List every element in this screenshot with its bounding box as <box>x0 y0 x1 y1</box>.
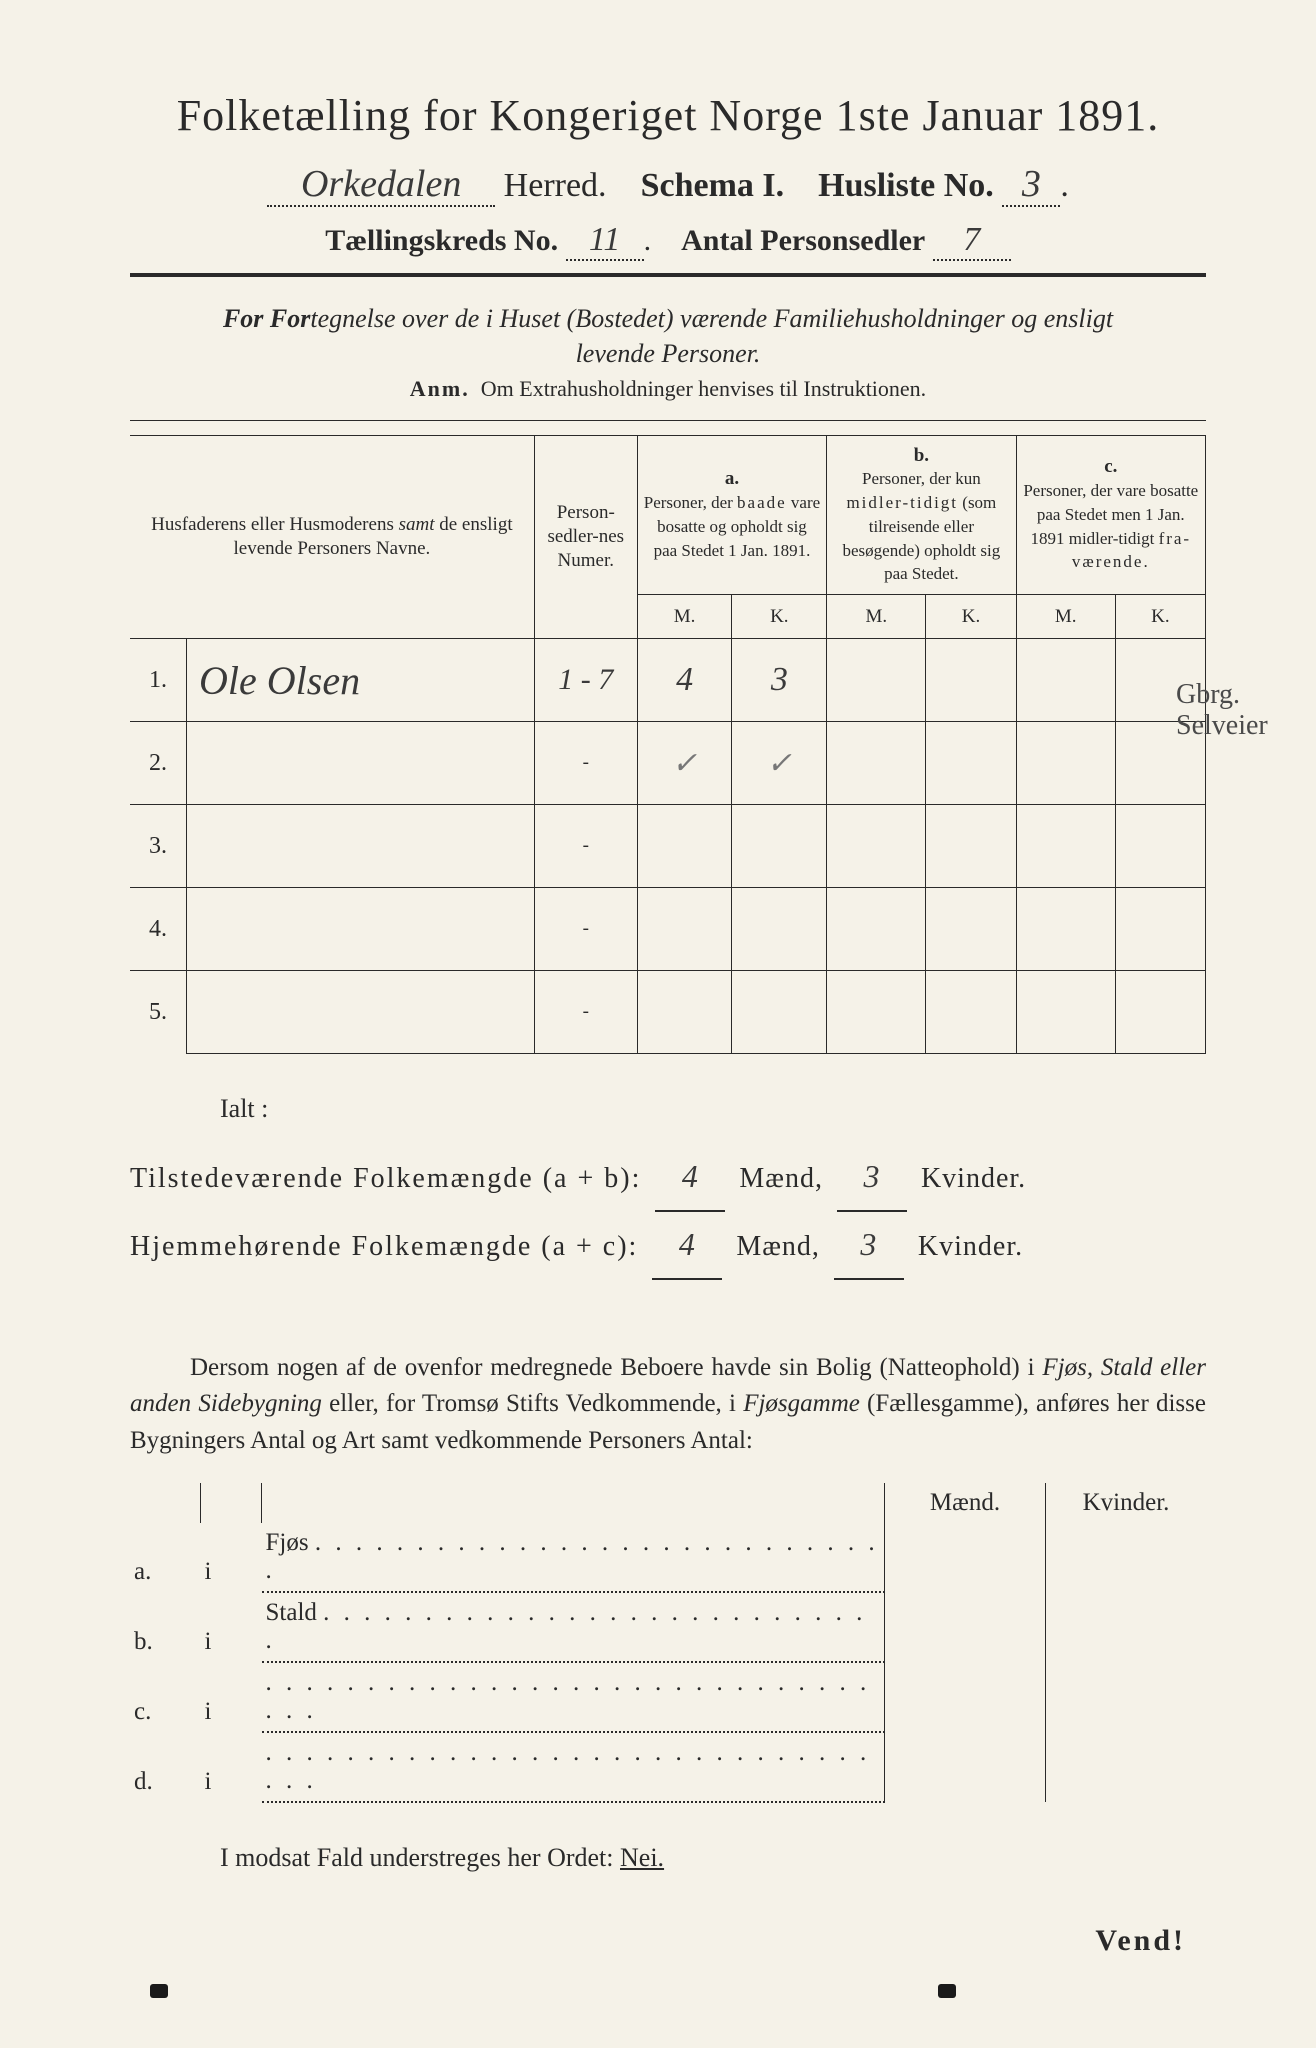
table-row: 5. - <box>130 971 1206 1054</box>
table-row: 1. Ole Olsen 1 - 7 4 3 <box>130 639 1206 722</box>
table-row: 3. - <box>130 805 1206 888</box>
subtitle-l2: levende Personer. <box>576 339 761 368</box>
margin-note: Gbrg. Selveier <box>1176 680 1296 742</box>
row1-name: Ole Olsen <box>187 639 535 722</box>
kreds-value: 11 <box>566 223 644 261</box>
herred-value: Orkedalen <box>267 165 495 207</box>
antal-value: 7 <box>933 223 1011 261</box>
schema-label: Schema I. <box>641 167 785 204</box>
ialt-label: Ialt : <box>220 1094 1206 1124</box>
kreds-label: Tællingskreds No. <box>325 224 558 257</box>
mk-head: Mænd. Kvinder. <box>130 1483 1206 1523</box>
census-form-page: Folketælling for Kongeriget Norge 1ste J… <box>0 0 1316 2048</box>
header-line-2: Orkedalen Herred. Schema I. Husliste No.… <box>130 159 1206 213</box>
table-row: 2. - ✓ ✓ <box>130 722 1206 805</box>
a-m: M. <box>637 595 732 639</box>
subtitle-l1: Fortegnelse over de i Huset (Bostedet) v… <box>270 304 1113 333</box>
vend-label: Vend! <box>1095 1924 1186 1958</box>
anm-text: Om Extrahusholdninger henvises til Instr… <box>481 376 926 401</box>
anm-label: Anm. <box>410 376 470 401</box>
totals-block: Tilstedeværende Folkemængde (a + b): 4 M… <box>130 1144 1206 1280</box>
mk-row: d. i . . . . . . . . . . . . . . . . . .… <box>130 1732 1206 1802</box>
b-m: M. <box>827 595 926 639</box>
mk-row: c. i . . . . . . . . . . . . . . . . . .… <box>130 1662 1206 1732</box>
paragraph: Dersom nogen af de ovenfor medregnede Be… <box>130 1350 1206 1459</box>
husliste-label: Husliste No. <box>818 167 994 204</box>
tot-ac-k: 3 <box>834 1212 904 1280</box>
table-row: 4. - <box>130 888 1206 971</box>
tot-ac-m: 4 <box>652 1212 722 1280</box>
page-title: Folketælling for Kongeriget Norge 1ste J… <box>130 90 1206 141</box>
herred-label: Herred. <box>504 167 607 204</box>
mk-kvinder: Kvinder. <box>1046 1483 1207 1523</box>
col-name: Husfaderens eller Husmoderens samt de en… <box>130 435 534 639</box>
mk-table: Mænd. Kvinder. a. i Fjøs . . . . . . . .… <box>130 1483 1206 1803</box>
tot-ac-label: Hjemmehørende Folkemængde (a + c): <box>130 1231 638 1262</box>
nei-line: I modsat Fald understreges her Ordet: Ne… <box>220 1843 1206 1873</box>
col-c: c. Personer, der vare bosatte paa Stedet… <box>1016 435 1205 595</box>
rule-1 <box>130 273 1206 277</box>
punch-hole-icon <box>150 1984 168 1998</box>
margin-note-l2: Selveier <box>1176 710 1268 741</box>
tot-ab-label: Tilstedeværende Folkemængde (a + b): <box>130 1163 641 1194</box>
col-b: b. Personer, der kun midler-tidigt (som … <box>827 435 1016 595</box>
antal-label: Antal Personsedler <box>681 224 925 257</box>
subtitle: ForFortegnelse over de i Huset (Bostedet… <box>130 301 1206 371</box>
c-m: M. <box>1016 595 1115 639</box>
rule-2 <box>130 420 1206 421</box>
b-k: K. <box>926 595 1016 639</box>
mk-maend: Mænd. <box>885 1483 1046 1523</box>
col-numer: Person-sedler-nes Numer. <box>534 435 637 639</box>
header-line-3: Tællingskreds No. 11. Antal Personsedler… <box>130 223 1206 261</box>
tot-ab-k: 3 <box>837 1144 907 1212</box>
a-k: K. <box>732 595 827 639</box>
main-table: Husfaderens eller Husmoderens samt de en… <box>130 435 1206 1055</box>
anm-line: Anm. Om Extrahusholdninger henvises til … <box>130 376 1206 402</box>
tot-ab-m: 4 <box>655 1144 725 1212</box>
husliste-value: 3 <box>1002 165 1060 207</box>
mk-row: b. i Stald . . . . . . . . . . . . . . .… <box>130 1592 1206 1662</box>
col-a: a. Personer, der baade vare bosatte og o… <box>637 435 826 595</box>
punch-hole-icon <box>938 1984 956 1998</box>
margin-note-l1: Gbrg. <box>1176 679 1240 710</box>
nei-word: Nei. <box>620 1843 664 1872</box>
mk-row: a. i Fjøs . . . . . . . . . . . . . . . … <box>130 1523 1206 1592</box>
c-k: K. <box>1115 595 1205 639</box>
